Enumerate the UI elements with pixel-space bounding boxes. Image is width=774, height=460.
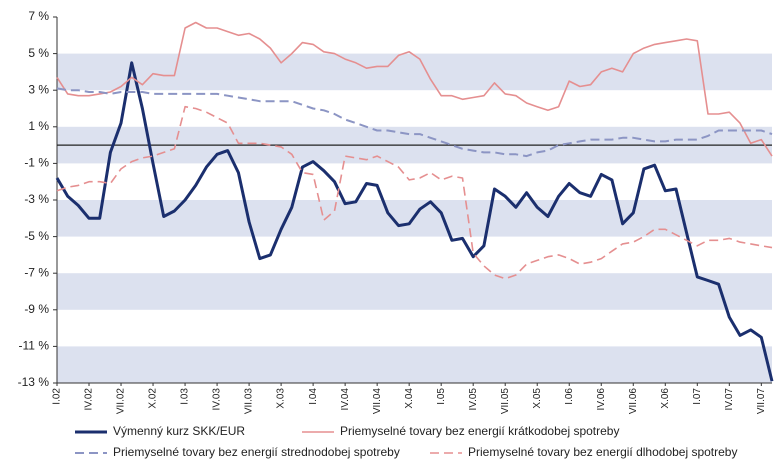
y-tick-label: -13 % bbox=[18, 375, 50, 389]
y-tick-label: 5 % bbox=[28, 46, 49, 60]
x-tick-label: I.04 bbox=[308, 388, 319, 405]
y-tick-label: 1 % bbox=[28, 119, 49, 133]
x-tick-label: X.03 bbox=[276, 388, 287, 409]
x-tick-label: X.06 bbox=[660, 388, 671, 409]
legend-label: Výmenný kurz SKK/EUR bbox=[113, 424, 245, 438]
x-tick-label: I.02 bbox=[52, 388, 63, 405]
x-tick-label: VII.04 bbox=[372, 388, 383, 415]
x-tick-label: IV.06 bbox=[596, 388, 607, 411]
x-tick-label: IV.03 bbox=[212, 388, 223, 411]
y-tick-label: 3 % bbox=[28, 82, 49, 96]
x-tick-label: I.07 bbox=[692, 388, 703, 405]
grid-band bbox=[57, 273, 772, 310]
y-tick-label: -11 % bbox=[19, 339, 50, 353]
x-tick-label: IV.07 bbox=[724, 388, 735, 411]
y-tick-label: 7 % bbox=[28, 9, 49, 23]
x-tick-label: VII.05 bbox=[500, 388, 511, 415]
x-tick-label: VII.07 bbox=[756, 388, 767, 415]
series-line bbox=[55, 61, 774, 382]
series-line bbox=[56, 87, 773, 158]
x-tick-label: VII.06 bbox=[628, 388, 639, 415]
x-tick-label: X.02 bbox=[148, 388, 159, 409]
x-tick-label: I.05 bbox=[436, 388, 447, 405]
legend-label: Priemyselné tovary bez energií krátkodob… bbox=[340, 424, 619, 438]
x-tick-label: X.04 bbox=[404, 388, 415, 409]
x-tick-label: VII.02 bbox=[116, 388, 127, 415]
x-tick-label: IV.05 bbox=[468, 388, 479, 411]
legend-label: Priemyselné tovary bez energií strednodo… bbox=[113, 445, 400, 459]
x-tick-label: IV.04 bbox=[340, 388, 351, 411]
legend-label: Priemyselné tovary bez energií dlhodobej… bbox=[468, 445, 737, 459]
x-tick-label: I.03 bbox=[180, 388, 191, 405]
y-tick-label: -3 % bbox=[24, 192, 49, 206]
x-tick-label: I.06 bbox=[564, 388, 575, 405]
y-tick-label: -5 % bbox=[24, 229, 49, 243]
x-tick-label: VII.03 bbox=[244, 388, 255, 415]
y-tick-label: -7 % bbox=[24, 265, 49, 279]
y-tick-label: -1 % bbox=[24, 156, 49, 170]
x-tick-label: X.05 bbox=[532, 388, 543, 409]
series-line bbox=[56, 21, 773, 157]
y-tick-label: -9 % bbox=[24, 302, 49, 316]
series-line bbox=[56, 105, 773, 280]
grid-band bbox=[57, 53, 772, 91]
x-tick-label: IV.02 bbox=[84, 388, 95, 411]
grid-band bbox=[57, 346, 772, 383]
